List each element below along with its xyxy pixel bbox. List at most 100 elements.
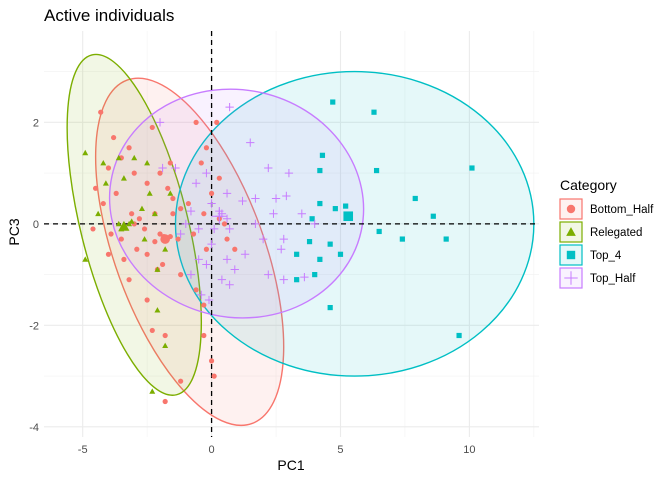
chart-title: Active individuals — [44, 6, 174, 25]
point-top-half — [258, 234, 268, 244]
point-top-half — [194, 224, 203, 234]
point-bottom-half — [175, 236, 181, 242]
point-bottom-half — [111, 134, 117, 141]
legend-label-top-half: Top_Half — [590, 273, 636, 285]
point-bottom-half — [178, 272, 184, 278]
point-bottom-half — [165, 185, 171, 191]
point-top-half — [264, 270, 273, 279]
point-relegated — [100, 159, 107, 166]
point-top-4 — [343, 203, 349, 209]
point-top-half — [251, 194, 260, 203]
point-relegated — [162, 246, 169, 252]
point-relegated — [115, 154, 122, 161]
point-bottom-half — [203, 145, 210, 151]
point-bottom-half — [136, 216, 142, 222]
point-relegated — [82, 256, 89, 262]
point-top-half — [251, 219, 260, 229]
point-bottom-half — [126, 145, 132, 151]
point-bottom-half — [211, 373, 217, 379]
point-bottom-half — [162, 332, 168, 339]
y-tick-label: 0 — [33, 219, 39, 231]
point-top-4 — [337, 251, 344, 257]
point-bottom-half — [203, 246, 210, 252]
point-top-4 — [430, 213, 436, 219]
point-top-half — [269, 209, 278, 218]
legend-label-bottom-half: Bottom_Half — [590, 204, 654, 216]
legend-symbol-relegated — [566, 227, 576, 236]
point-bottom-half — [178, 378, 184, 384]
point-top-4 — [317, 256, 323, 262]
point-top-half — [191, 179, 201, 188]
point-bottom-half — [157, 231, 163, 237]
y-axis-title: PC3 — [6, 218, 22, 245]
point-relegated — [162, 342, 169, 349]
point-top-half — [222, 255, 232, 264]
point-bottom-half — [201, 302, 207, 308]
point-top-half — [271, 194, 281, 203]
legend-symbol-top-4 — [566, 250, 576, 260]
plot-panel: -5 0 5 10 -4 -2 0 2 — [29, 31, 539, 456]
y-tick-label: -4 — [29, 422, 39, 434]
point-bottom-half — [92, 185, 99, 191]
point-top-half — [225, 224, 234, 234]
point-top-half — [181, 219, 190, 229]
point-bottom-half — [170, 211, 176, 217]
point-top-half — [171, 163, 180, 173]
point-top-half — [209, 224, 219, 234]
point-bottom-half — [105, 251, 112, 257]
centroid-bottom-half — [160, 234, 170, 244]
point-relegated — [138, 205, 145, 212]
point-bottom-half — [126, 277, 132, 283]
point-top-4 — [306, 239, 313, 245]
legend-symbol-bottom-half — [566, 204, 576, 214]
point-relegated — [149, 388, 156, 394]
point-top-4 — [469, 165, 475, 171]
point-top-4 — [317, 200, 323, 207]
point-bottom-half — [129, 211, 135, 217]
point-bottom-half — [216, 175, 222, 181]
point-top-half — [300, 272, 309, 282]
point-top-4 — [456, 332, 462, 339]
point-bottom-half — [178, 206, 184, 212]
point-bottom-half — [159, 261, 166, 268]
point-top-4 — [317, 167, 323, 174]
point-top-half — [155, 118, 165, 127]
point-top-4 — [376, 228, 382, 235]
point-top-half — [217, 275, 227, 284]
point-top-4 — [327, 304, 333, 311]
point-bottom-half — [198, 160, 204, 166]
point-relegated — [141, 236, 148, 242]
point-top-4 — [332, 206, 338, 212]
point-top-half — [230, 265, 239, 274]
point-top-half — [240, 250, 250, 259]
point-bottom-half — [185, 200, 191, 207]
point-relegated — [144, 159, 151, 166]
point-bottom-half — [152, 239, 158, 245]
point-bottom-half — [113, 190, 119, 196]
confidence-ellipses — [66, 53, 535, 427]
point-bottom-half — [144, 180, 150, 186]
point-bottom-half — [193, 119, 199, 125]
point-top-half — [310, 219, 319, 229]
legend-label-top-4: Top_4 — [590, 250, 622, 262]
point-relegated — [154, 307, 161, 313]
point-relegated — [115, 220, 122, 227]
point-top-half — [186, 207, 196, 216]
point-bottom-half — [232, 246, 238, 252]
point-bottom-half — [208, 358, 215, 364]
point-relegated — [102, 180, 109, 186]
point-bottom-half — [144, 251, 150, 257]
series-top-half — [155, 102, 319, 305]
centroids — [118, 208, 354, 244]
x-tick-label: 5 — [337, 444, 343, 456]
point-top-4 — [294, 251, 300, 257]
point-top-4 — [371, 109, 377, 115]
point-relegated — [146, 190, 153, 196]
point-bottom-half — [157, 170, 163, 176]
y-tick-label: -2 — [29, 320, 39, 332]
point-top-half — [176, 229, 185, 239]
point-bottom-half — [190, 231, 197, 237]
point-top-half — [222, 214, 232, 223]
point-top-half — [207, 199, 216, 208]
point-bottom-half — [90, 226, 96, 232]
